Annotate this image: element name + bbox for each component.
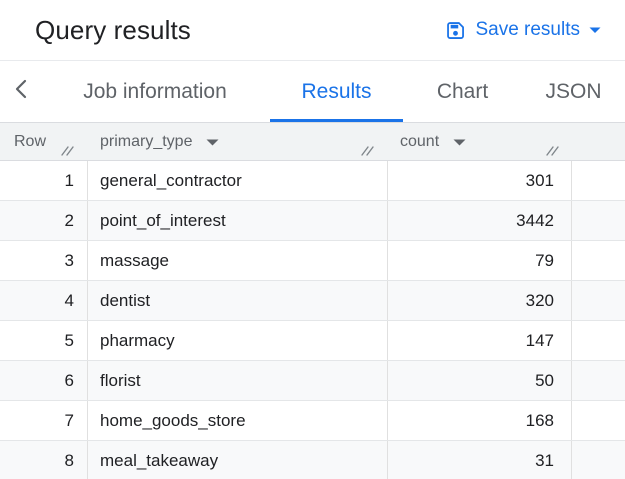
count-cell: 31: [388, 441, 572, 479]
tab-bar: Job information Results Chart JSON: [0, 61, 625, 123]
spacer-cell: [572, 161, 625, 200]
column-header-row: Row: [0, 123, 88, 160]
table-row: 7 home_goods_store 168: [0, 401, 625, 441]
tab-label: Job information: [83, 79, 227, 103]
spacer-cell: [572, 281, 625, 320]
table-row: 5 pharmacy 147: [0, 321, 625, 361]
row-number-cell: 1: [0, 161, 88, 200]
column-header-count[interactable]: count: [388, 123, 572, 160]
tab-results[interactable]: Results: [270, 61, 403, 122]
table-row: 6 florist 50: [0, 361, 625, 401]
row-number-cell: 3: [0, 241, 88, 280]
page-title: Query results: [35, 14, 191, 45]
spacer-cell: [572, 361, 625, 400]
primary-type-cell: florist: [88, 361, 388, 400]
primary-type-cell: home_goods_store: [88, 401, 388, 440]
count-cell: 3442: [388, 201, 572, 240]
tab-label: Chart: [436, 79, 489, 103]
column-resize-handle-icon[interactable]: [545, 143, 561, 157]
table-row: 1 general_contractor 301: [0, 161, 625, 201]
spacer-cell: [572, 441, 625, 479]
table-row: 3 massage 79: [0, 241, 625, 281]
panel-header: Query results Save results: [0, 0, 625, 61]
row-number-cell: 6: [0, 361, 88, 400]
save-results-label: Save results: [475, 19, 580, 40]
spacer-cell: [572, 321, 625, 360]
table-row: 8 meal_takeaway 31: [0, 441, 625, 479]
spacer-cell: [572, 241, 625, 280]
column-label: Row: [14, 132, 47, 150]
spacer-cell: [572, 201, 625, 240]
count-cell: 320: [388, 281, 572, 320]
column-resize-handle-icon[interactable]: [60, 143, 76, 157]
spacer-cell: [572, 401, 625, 440]
primary-type-cell: meal_takeaway: [88, 441, 388, 479]
table-header: Row primary_type count: [0, 123, 625, 161]
row-number-cell: 5: [0, 321, 88, 360]
chevron-left-icon: [14, 79, 27, 104]
caret-down-icon: [589, 27, 601, 34]
column-label: primary_type: [100, 132, 193, 150]
tab-chart[interactable]: Chart: [403, 61, 522, 122]
tab-job-information[interactable]: Job information: [40, 61, 270, 122]
count-cell: 168: [388, 401, 572, 440]
column-resize-handle-icon[interactable]: [360, 143, 376, 157]
count-cell: 301: [388, 161, 572, 200]
back-chevron-button[interactable]: [0, 61, 40, 122]
primary-type-cell: point_of_interest: [88, 201, 388, 240]
table-body: 1 general_contractor 301 2 point_of_inte…: [0, 161, 625, 479]
tab-label: JSON: [545, 79, 602, 103]
caret-down-icon[interactable]: [453, 133, 466, 151]
tab-json[interactable]: JSON: [522, 61, 625, 122]
primary-type-cell: pharmacy: [88, 321, 388, 360]
count-cell: 50: [388, 361, 572, 400]
row-number-cell: 2: [0, 201, 88, 240]
count-cell: 147: [388, 321, 572, 360]
primary-type-cell: massage: [88, 241, 388, 280]
table-row: 4 dentist 320: [0, 281, 625, 321]
primary-type-cell: dentist: [88, 281, 388, 320]
caret-down-icon[interactable]: [206, 133, 219, 151]
save-results-button[interactable]: Save results: [435, 13, 611, 47]
column-header-primary-type[interactable]: primary_type: [88, 123, 388, 160]
row-number-cell: 8: [0, 441, 88, 479]
count-cell: 79: [388, 241, 572, 280]
column-label: count: [400, 132, 440, 150]
row-number-cell: 7: [0, 401, 88, 440]
results-grid: Row primary_type count: [0, 123, 625, 479]
row-number-cell: 4: [0, 281, 88, 320]
save-icon: [445, 20, 466, 41]
column-header-spacer: [572, 123, 625, 160]
tab-label: Results: [301, 79, 372, 103]
table-row: 2 point_of_interest 3442: [0, 201, 625, 241]
primary-type-cell: general_contractor: [88, 161, 388, 200]
